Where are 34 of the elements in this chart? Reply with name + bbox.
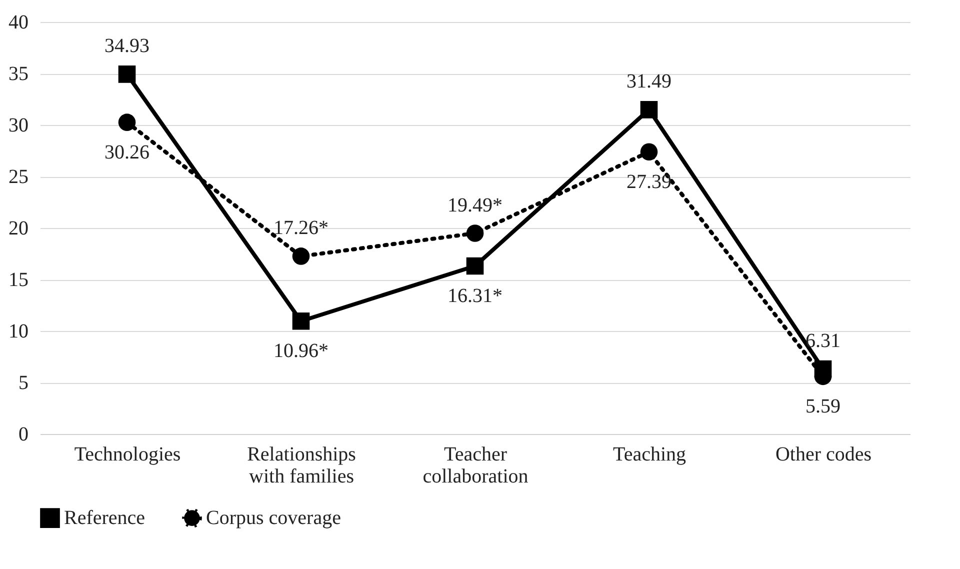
point bbox=[466, 224, 484, 242]
point bbox=[640, 100, 658, 118]
y-tick-label: 20 bbox=[8, 218, 28, 240]
data-label: 16.31* bbox=[448, 285, 502, 308]
point bbox=[292, 248, 310, 265]
data-label: 6.31 bbox=[806, 330, 840, 352]
point bbox=[466, 257, 484, 275]
y-tick-label: 5 bbox=[18, 372, 28, 394]
y-tick-label: 40 bbox=[8, 12, 28, 34]
y-tick-label: 15 bbox=[8, 269, 28, 291]
y-tick-label: 30 bbox=[8, 114, 28, 136]
data-label: 30.26 bbox=[104, 141, 150, 164]
y-tick-label: 25 bbox=[8, 166, 28, 188]
x-tick-label: Other codes bbox=[775, 444, 872, 466]
data-label: 27.39 bbox=[626, 170, 672, 193]
x-tick-label: Relationships with families bbox=[247, 444, 356, 488]
y-tick-label: 35 bbox=[8, 63, 28, 85]
point bbox=[118, 66, 136, 83]
y-tick-label: 0 bbox=[18, 424, 28, 446]
point bbox=[118, 114, 136, 131]
data-label: 19.49* bbox=[448, 194, 502, 216]
data-label: 5.59 bbox=[806, 395, 840, 418]
legend-label: Corpus coverage bbox=[206, 507, 342, 530]
data-label: 34.93 bbox=[104, 35, 150, 58]
x-tick-label: Teacher collaboration bbox=[422, 444, 528, 488]
y-tick-label: 10 bbox=[8, 320, 28, 342]
data-label: 17.26* bbox=[274, 217, 328, 240]
x-tick-label: Technologies bbox=[74, 444, 181, 466]
legend-label: Reference bbox=[64, 507, 146, 530]
point bbox=[292, 312, 310, 330]
data-label: 31.49 bbox=[626, 70, 672, 93]
point bbox=[640, 143, 658, 161]
data-label: 10.96* bbox=[274, 340, 328, 362]
x-tick-label: Teaching bbox=[612, 444, 686, 466]
